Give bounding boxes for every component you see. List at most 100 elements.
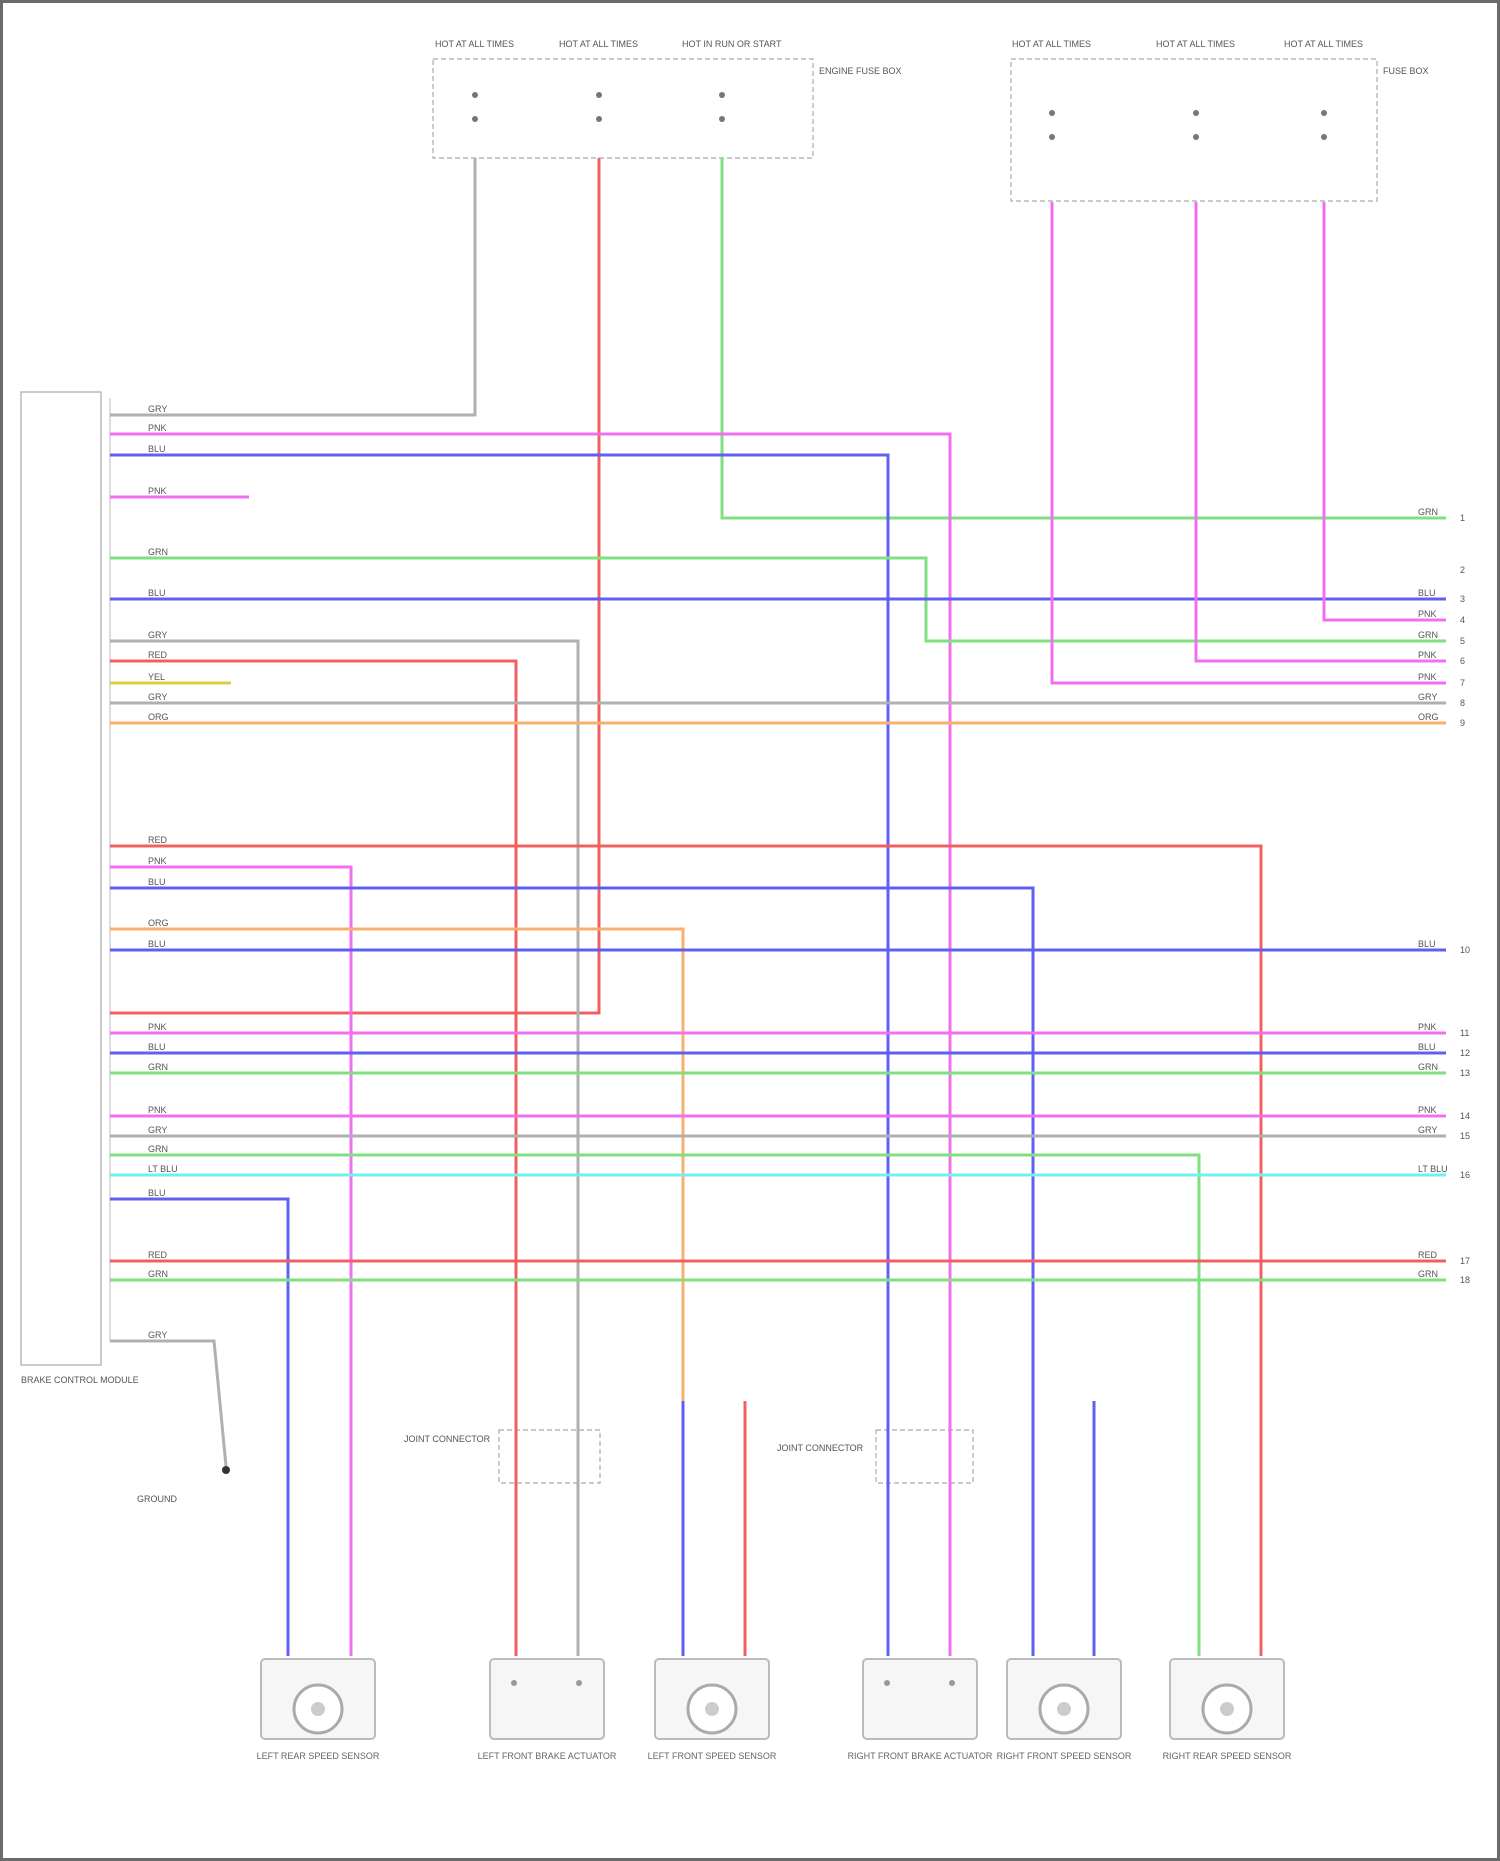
- ground-label: GROUND: [137, 1494, 177, 1504]
- fuse-icon: [1321, 110, 1327, 116]
- wire-pnk: [1194, 202, 1446, 663]
- wire-color-label: PNK: [1418, 609, 1437, 619]
- right-pin-number: 4: [1460, 615, 1465, 625]
- wire-color-label: GRN: [148, 1062, 168, 1072]
- wire-color-label: PNK: [148, 1022, 167, 1032]
- wire-color-label: BLU: [148, 877, 166, 887]
- wire-color-label: RED: [148, 1250, 168, 1260]
- wire-color-label: PNK: [148, 1105, 167, 1115]
- wire-color-label: BLU: [148, 1188, 166, 1198]
- wire-color-label: PNK: [148, 856, 167, 866]
- wire-blu: [110, 453, 890, 1656]
- fuse-icon: [596, 116, 602, 122]
- wire-color-label: PNK: [1418, 1022, 1437, 1032]
- wire-pnk: [1322, 202, 1446, 622]
- wire-blu: [110, 886, 1035, 1656]
- joint-connector-right: [875, 1429, 974, 1484]
- fuse-box-left-label: ENGINE FUSE BOX: [819, 66, 902, 76]
- wire-color-label: RED: [148, 650, 168, 660]
- wire-color-label: PNK: [148, 423, 167, 433]
- wire-org: [110, 927, 685, 1401]
- speed-sensor-core-icon: [705, 1702, 719, 1716]
- wire-grn: [110, 1153, 1201, 1656]
- component-label: RIGHT REAR SPEED SENSOR: [1163, 1751, 1292, 1761]
- wire-color-label: PNK: [148, 486, 167, 496]
- wire-color-label: GRY: [148, 692, 167, 702]
- wire-color-label: BLU: [148, 588, 166, 598]
- wire-color-label: PNK: [1418, 672, 1437, 682]
- wire-color-label: GRN: [1418, 1269, 1438, 1279]
- wire-blu: [110, 1197, 290, 1656]
- fuse-box-right: [1010, 58, 1378, 202]
- right-pin-number: 16: [1460, 1170, 1470, 1180]
- fuse-icon: [1193, 110, 1199, 116]
- wire-color-label: GRN: [1418, 630, 1438, 640]
- component-box: [489, 1658, 605, 1740]
- wire-color-label: LT BLU: [1418, 1164, 1448, 1174]
- fuse-icon: [596, 92, 602, 98]
- wire-color-label: BLU: [148, 939, 166, 949]
- terminal-icon: [884, 1680, 890, 1686]
- wire-color-label: GRN: [1418, 507, 1438, 517]
- speed-sensor-core-icon: [311, 1702, 325, 1716]
- wire-color-label: RED: [1418, 1250, 1438, 1260]
- wire-color-label: PNK: [1418, 1105, 1437, 1115]
- wire-color-label: GRY: [1418, 1125, 1437, 1135]
- component-box: [862, 1658, 978, 1740]
- joint-connector-left-label: JOINT CONNECTOR: [404, 1434, 491, 1444]
- right-pin-number: 6: [1460, 656, 1465, 666]
- right-pin-number: 15: [1460, 1131, 1470, 1141]
- wire-color-label: GRY: [1418, 692, 1437, 702]
- fuse-label: HOT IN RUN OR START: [682, 39, 782, 49]
- right-pin-number: 10: [1460, 945, 1470, 955]
- wire-grn: [720, 158, 1446, 520]
- right-pin-number: 9: [1460, 718, 1465, 728]
- wire-pnk: [110, 865, 353, 1656]
- wire-red: [110, 844, 1263, 1656]
- wire-color-label: BLU: [1418, 1042, 1436, 1052]
- fuse-icon: [472, 116, 478, 122]
- wire-color-label: BLU: [1418, 588, 1436, 598]
- right-pin-number: 7: [1460, 678, 1465, 688]
- wire-color-label: ORG: [148, 918, 169, 928]
- wire-color-label: PNK: [1418, 650, 1437, 660]
- wire-color-label: BLU: [1418, 939, 1436, 949]
- wire-color-label: GRN: [148, 1269, 168, 1279]
- terminal-icon: [576, 1680, 582, 1686]
- fuse-icon: [1193, 134, 1199, 140]
- wire-gry: [110, 1339, 228, 1467]
- wire-pnk: [1050, 202, 1446, 685]
- wire-red: [110, 659, 518, 1656]
- wire-color-label: GRY: [148, 1125, 167, 1135]
- fuse-box-left: [432, 58, 814, 159]
- fuse-icon: [1049, 134, 1055, 140]
- right-pin-number: 5: [1460, 636, 1465, 646]
- fuse-box-right-label: FUSE BOX: [1383, 66, 1429, 76]
- wire-color-label: GRN: [148, 1144, 168, 1154]
- joint-connector-right-label: JOINT CONNECTOR: [777, 1443, 864, 1453]
- wire-color-label: GRN: [1418, 1062, 1438, 1072]
- wire-gry: [110, 639, 580, 1656]
- right-pin-number: 3: [1460, 594, 1465, 604]
- terminal-icon: [511, 1680, 517, 1686]
- wire-color-label: LT BLU: [148, 1164, 178, 1174]
- terminal-icon: [949, 1680, 955, 1686]
- wire-red: [110, 158, 601, 1015]
- wire-color-label: GRY: [148, 1330, 167, 1340]
- wire-color-label: ORG: [1418, 712, 1439, 722]
- component-label: LEFT FRONT BRAKE ACTUATOR: [478, 1751, 617, 1761]
- right-pin-number: 17: [1460, 1256, 1470, 1266]
- right-pin-number: 14: [1460, 1111, 1470, 1121]
- component-label: RIGHT FRONT BRAKE ACTUATOR: [848, 1751, 993, 1761]
- speed-sensor-core-icon: [1220, 1702, 1234, 1716]
- brake-control-module: [20, 391, 102, 1366]
- right-pin-number: 13: [1460, 1068, 1470, 1078]
- fuse-label: HOT AT ALL TIMES: [435, 39, 514, 49]
- right-pin-number: 18: [1460, 1275, 1470, 1285]
- component-label: RIGHT FRONT SPEED SENSOR: [997, 1751, 1132, 1761]
- wire-gry: [110, 158, 477, 417]
- wire-color-label: GRN: [148, 547, 168, 557]
- wire-color-label: GRY: [148, 404, 167, 414]
- right-pin-number: 12: [1460, 1048, 1470, 1058]
